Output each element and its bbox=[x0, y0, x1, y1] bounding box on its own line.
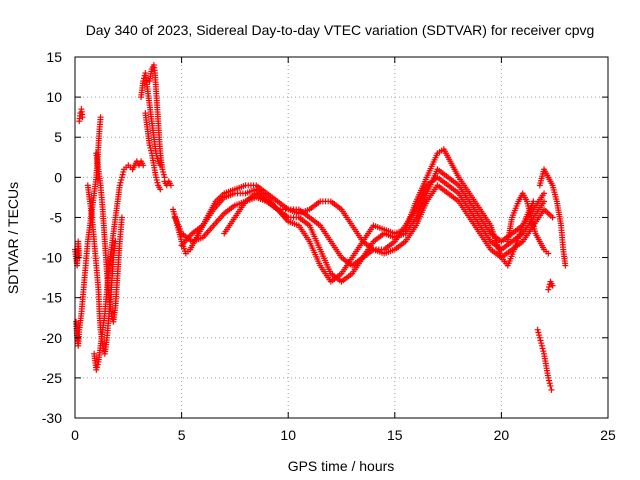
data-point-interp bbox=[538, 340, 545, 347]
data-point bbox=[541, 198, 548, 205]
data-point-interp bbox=[119, 171, 126, 178]
data-point bbox=[545, 374, 552, 381]
data-point bbox=[549, 214, 556, 221]
data-point bbox=[549, 282, 556, 289]
data-point bbox=[118, 174, 125, 181]
y-tick-label: -20 bbox=[42, 330, 62, 346]
data-point-interp bbox=[537, 337, 544, 344]
x-tick-label: 15 bbox=[387, 427, 403, 443]
data-point bbox=[167, 182, 174, 189]
x-tick-label: 5 bbox=[178, 427, 186, 443]
data-point-interp bbox=[546, 380, 553, 387]
data-point bbox=[548, 386, 555, 393]
data-point bbox=[140, 78, 147, 85]
x-tick-label: 0 bbox=[71, 427, 79, 443]
y-axis-label: SDTVAR / TECUs bbox=[5, 182, 21, 294]
y-tick-label: -15 bbox=[42, 290, 62, 306]
y-tick-label: 0 bbox=[54, 169, 62, 185]
data-point-interp bbox=[94, 361, 101, 368]
data-point bbox=[108, 310, 115, 317]
x-tick-label: 25 bbox=[600, 427, 616, 443]
data-point-interp bbox=[154, 179, 161, 186]
y-tick-label: 5 bbox=[54, 129, 62, 145]
data-point bbox=[140, 162, 147, 169]
y-tick-label: -25 bbox=[42, 370, 62, 386]
data-point bbox=[153, 174, 160, 181]
data-point bbox=[93, 366, 100, 373]
data-point-interp bbox=[540, 348, 547, 355]
data-point bbox=[159, 166, 166, 173]
data-point bbox=[97, 114, 104, 121]
axis-ticks: 0 5 10 15 20 25 15 10 5 0 -5 -10 -15 -20 -25 -30 bbox=[42, 49, 616, 443]
data-point bbox=[547, 382, 554, 389]
data-point bbox=[116, 182, 123, 189]
chart-title: Day 340 of 2023, Sidereal Day-to-day VTE… bbox=[86, 22, 595, 38]
data-point-interp bbox=[118, 177, 125, 184]
data-point bbox=[146, 142, 153, 149]
y-tick-label: -30 bbox=[42, 410, 62, 426]
data-point-interp bbox=[117, 179, 124, 186]
data-point bbox=[541, 190, 548, 197]
data-points bbox=[72, 62, 569, 393]
data-point bbox=[157, 186, 164, 193]
x-tick-label: 10 bbox=[280, 427, 296, 443]
data-point bbox=[536, 334, 543, 341]
data-point bbox=[534, 326, 541, 333]
data-point bbox=[118, 214, 125, 221]
y-tick-label: 15 bbox=[46, 49, 62, 65]
x-tick-label: 20 bbox=[494, 427, 510, 443]
data-point-interp bbox=[546, 377, 553, 384]
data-point bbox=[538, 342, 545, 349]
data-point bbox=[530, 198, 537, 205]
data-point-interp bbox=[120, 168, 127, 175]
data-point bbox=[545, 286, 552, 293]
data-point-interp bbox=[160, 171, 167, 178]
y-tick-label: -10 bbox=[42, 250, 62, 266]
data-point-interp bbox=[148, 147, 155, 154]
data-point-interp bbox=[94, 364, 101, 371]
data-point-interp bbox=[535, 329, 542, 336]
data-point bbox=[545, 250, 552, 257]
data-point-interp bbox=[147, 144, 154, 151]
data-point bbox=[79, 114, 86, 121]
data-point bbox=[562, 262, 569, 269]
y-tick-label: 10 bbox=[46, 89, 62, 105]
data-point-interp bbox=[536, 332, 543, 339]
data-point-interp bbox=[160, 168, 167, 175]
data-point-interp bbox=[546, 283, 553, 290]
x-axis-label: GPS time / hours bbox=[288, 458, 395, 474]
y-tick-label: -5 bbox=[50, 209, 63, 225]
data-point-interp bbox=[153, 177, 160, 184]
data-point-interp bbox=[539, 345, 546, 352]
plot-frame bbox=[74, 56, 609, 419]
